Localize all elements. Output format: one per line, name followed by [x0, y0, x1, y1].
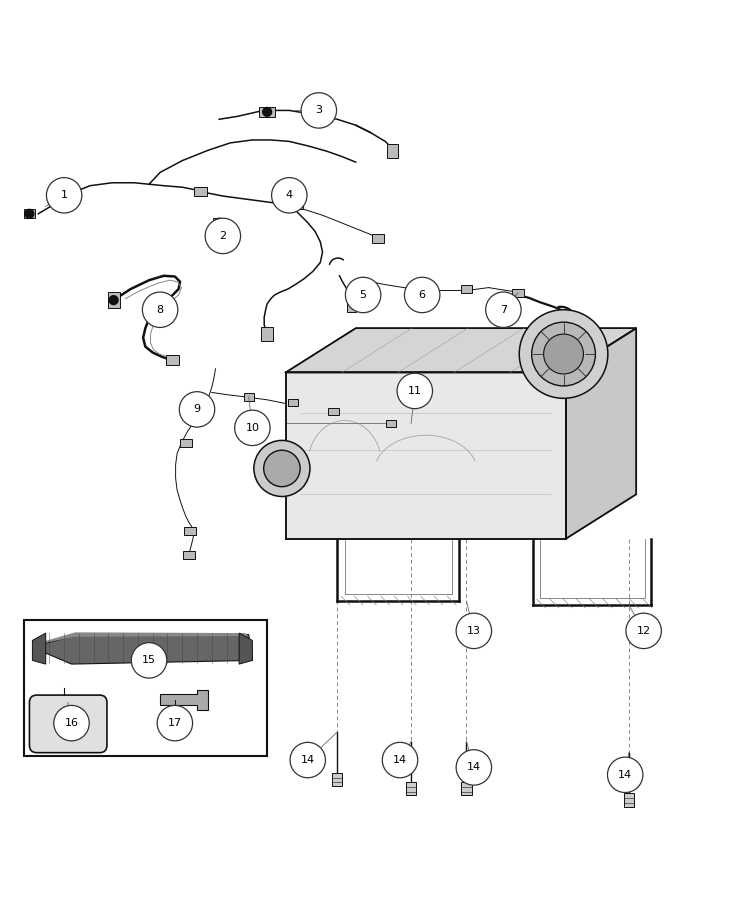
Text: 17: 17 — [167, 718, 182, 728]
Circle shape — [47, 177, 82, 213]
Circle shape — [544, 334, 583, 374]
Circle shape — [345, 277, 381, 312]
Text: 4: 4 — [286, 190, 293, 201]
Bar — [262, 328, 273, 341]
Circle shape — [290, 742, 325, 778]
Bar — [24, 210, 36, 218]
Polygon shape — [160, 690, 208, 710]
Bar — [462, 285, 471, 293]
Bar — [386, 419, 396, 428]
Circle shape — [215, 218, 224, 227]
Circle shape — [157, 706, 193, 741]
Bar — [288, 399, 298, 407]
Polygon shape — [239, 633, 253, 664]
Text: 10: 10 — [245, 423, 259, 433]
Circle shape — [608, 757, 643, 793]
Circle shape — [626, 613, 662, 649]
Bar — [213, 218, 226, 228]
Circle shape — [131, 643, 167, 678]
Text: 8: 8 — [156, 305, 164, 315]
Bar — [107, 292, 119, 309]
Polygon shape — [285, 328, 637, 373]
Circle shape — [485, 292, 521, 328]
Circle shape — [456, 613, 491, 649]
Circle shape — [397, 374, 433, 409]
Polygon shape — [285, 373, 566, 538]
Text: 7: 7 — [500, 305, 507, 315]
Bar — [624, 793, 634, 806]
Circle shape — [54, 706, 89, 741]
Text: 2: 2 — [219, 231, 227, 241]
Bar — [24, 620, 268, 756]
Bar — [372, 234, 384, 243]
Bar — [259, 107, 275, 117]
Bar — [332, 772, 342, 786]
Text: 5: 5 — [359, 290, 367, 300]
Circle shape — [205, 218, 241, 254]
Bar — [194, 187, 207, 196]
Bar — [406, 782, 416, 796]
Bar — [166, 355, 179, 365]
Text: 14: 14 — [393, 755, 407, 765]
Bar — [462, 782, 471, 796]
Circle shape — [61, 684, 68, 691]
Bar — [328, 408, 339, 415]
Circle shape — [405, 277, 440, 312]
Text: 12: 12 — [637, 626, 651, 636]
Circle shape — [179, 392, 215, 428]
Polygon shape — [33, 633, 46, 664]
Bar — [290, 200, 303, 209]
Circle shape — [142, 292, 178, 328]
Bar — [180, 438, 192, 446]
Circle shape — [519, 310, 608, 399]
Text: 14: 14 — [618, 770, 632, 779]
Text: 14: 14 — [301, 755, 315, 765]
Polygon shape — [37, 634, 253, 664]
Text: 14: 14 — [467, 762, 481, 772]
Text: 15: 15 — [142, 655, 156, 665]
Circle shape — [172, 697, 178, 703]
Bar — [415, 285, 427, 293]
Bar — [347, 300, 356, 312]
Polygon shape — [566, 328, 637, 538]
Circle shape — [531, 322, 596, 386]
Text: 1: 1 — [61, 190, 67, 201]
Bar — [183, 551, 195, 559]
Circle shape — [456, 750, 491, 785]
Bar — [184, 527, 196, 536]
Text: 11: 11 — [408, 386, 422, 396]
Polygon shape — [42, 633, 249, 643]
Bar — [512, 289, 524, 297]
Circle shape — [25, 210, 34, 218]
Bar — [244, 393, 254, 400]
Circle shape — [272, 177, 307, 213]
FancyBboxPatch shape — [30, 695, 107, 752]
Text: 9: 9 — [193, 404, 201, 414]
Circle shape — [301, 93, 336, 128]
Circle shape — [254, 440, 310, 497]
Text: 3: 3 — [316, 105, 322, 115]
Circle shape — [382, 742, 418, 778]
Circle shape — [263, 107, 272, 116]
Text: 16: 16 — [64, 718, 79, 728]
Text: 6: 6 — [419, 290, 425, 300]
Circle shape — [264, 450, 300, 487]
Circle shape — [235, 410, 270, 446]
Bar — [388, 144, 398, 158]
Text: 13: 13 — [467, 626, 481, 636]
Circle shape — [109, 296, 118, 304]
Bar — [310, 107, 327, 117]
